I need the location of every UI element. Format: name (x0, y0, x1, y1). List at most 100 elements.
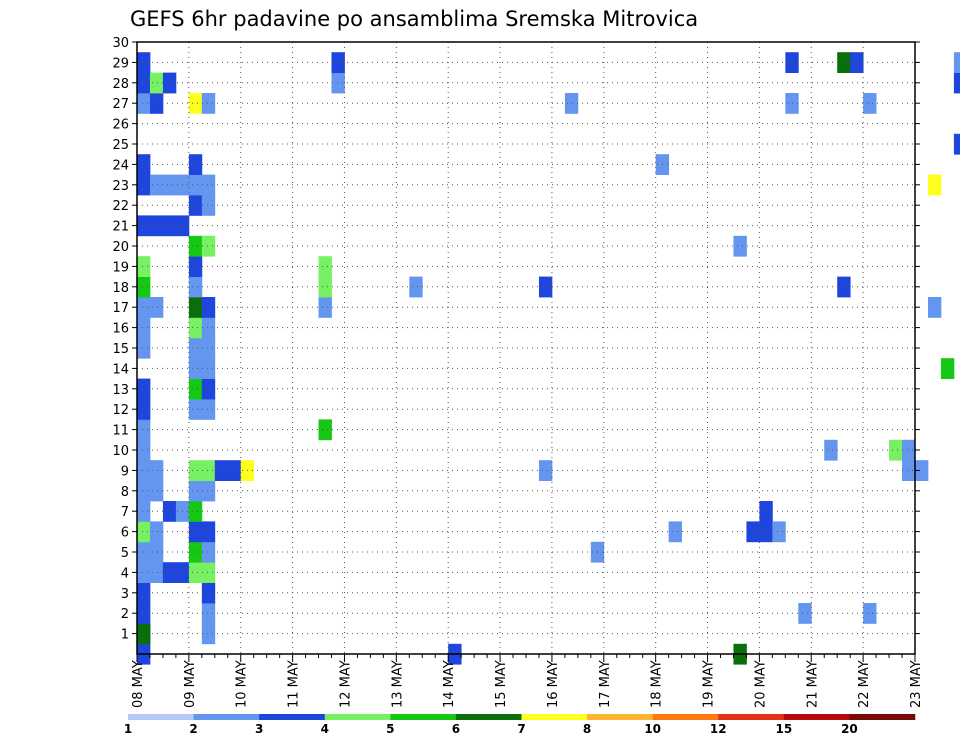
precip-cell (318, 419, 332, 441)
legend-label: 3 (255, 722, 263, 736)
y-tick-label: 4 (121, 566, 129, 581)
precip-cell (201, 541, 216, 563)
precip-cell (318, 276, 332, 298)
precip-cell (137, 541, 151, 563)
precip-cell (940, 358, 955, 379)
y-tick-label: 8 (121, 485, 129, 500)
y-tick-label: 1 (121, 628, 129, 643)
precip-cell (201, 521, 216, 543)
precip-cell (137, 460, 151, 481)
precip-cell (201, 399, 216, 420)
legend-swatch (455, 714, 522, 720)
legend-swatch (652, 714, 719, 720)
x-tick-label: 13 MAY (390, 660, 405, 708)
precip-cell (201, 93, 216, 114)
y-tick-label: 21 (112, 220, 129, 235)
y-tick-label: 30 (112, 36, 129, 51)
y-tick-label: 3 (121, 587, 129, 602)
precip-cell (409, 276, 423, 298)
legend-label: 1 (124, 722, 132, 736)
precip-cell (137, 276, 151, 298)
y-tick-label: 14 (112, 362, 129, 377)
precip-cell (188, 501, 203, 522)
precip-cell (188, 541, 203, 563)
precip-cell (162, 72, 177, 94)
precip-cell (188, 276, 203, 298)
precip-cell (137, 174, 151, 196)
y-tick-label: 5 (121, 546, 129, 561)
precip-cell (538, 460, 553, 481)
precip-cell (227, 460, 242, 481)
precip-cell (733, 235, 747, 257)
precip-cell (201, 297, 216, 318)
x-tick-label: 16 MAY (546, 660, 561, 708)
precip-cell (953, 72, 960, 94)
y-tick-label: 12 (112, 403, 129, 418)
precip-cell (188, 174, 203, 196)
y-tick-label: 23 (112, 179, 129, 194)
precip-cell (137, 378, 151, 400)
precip-cell (201, 337, 216, 359)
legend-swatch (193, 714, 260, 720)
legend-label: 8 (583, 722, 591, 736)
legend-label: 12 (710, 722, 727, 736)
precip-cell (201, 603, 216, 624)
precip-cells (137, 52, 960, 665)
precip-cell (889, 439, 903, 461)
x-tick-label: 12 MAY (338, 660, 353, 708)
y-tick-label: 25 (112, 138, 129, 153)
y-tick-label: 18 (112, 281, 129, 296)
precip-cell (201, 460, 216, 481)
precip-cell (759, 501, 773, 522)
y-tick-label: 11 (112, 424, 129, 439)
y-tick-label: 29 (112, 56, 129, 71)
legend-swatch (521, 714, 588, 720)
legend-label: 20 (841, 722, 858, 736)
precip-cell (188, 235, 203, 257)
precip-cell (188, 195, 203, 216)
precip-cell (149, 521, 164, 543)
y-tick-label: 28 (112, 77, 129, 92)
precip-cell (162, 215, 177, 237)
precip-cell (137, 317, 151, 339)
y-tick-label: 19 (112, 260, 129, 275)
legend-swatch (128, 714, 194, 720)
x-tick-label: 08 MAY (131, 660, 146, 708)
precip-cell (953, 133, 960, 155)
precip-cell (149, 174, 164, 196)
x-tick-label: 10 MAY (235, 660, 250, 708)
precip-cell (201, 562, 216, 583)
precip-cell (149, 215, 164, 237)
legend-label: 2 (189, 722, 197, 736)
legend-label: 4 (321, 722, 329, 736)
precip-cell (149, 562, 164, 583)
precip-cell (188, 256, 203, 277)
precip-cell (188, 93, 203, 114)
precip-cell (137, 439, 151, 461)
precip-cell (188, 378, 203, 400)
precip-cell (538, 276, 553, 298)
precip-cell (201, 174, 216, 196)
precip-cell (149, 541, 164, 563)
precip-cell (137, 399, 151, 420)
precip-cell (188, 154, 203, 175)
precip-cell (188, 399, 203, 420)
x-tick-label: 21 MAY (805, 660, 820, 708)
precip-cell (188, 317, 203, 339)
precip-cell (162, 501, 177, 522)
legend-swatch (783, 714, 850, 720)
precip-cell (201, 582, 216, 604)
x-tick-label: 11 MAY (287, 660, 302, 708)
y-tick-label: 22 (112, 199, 129, 214)
precip-cell (137, 480, 151, 502)
precip-cell (137, 337, 151, 359)
precip-cell (902, 460, 916, 481)
y-tick-label: 6 (121, 526, 129, 541)
precip-cell (331, 72, 345, 94)
precip-cell (318, 297, 332, 318)
legend-label: 10 (644, 722, 661, 736)
precip-cell (772, 521, 786, 543)
y-tick-label: 2 (121, 607, 129, 622)
legend-swatch (324, 714, 391, 720)
